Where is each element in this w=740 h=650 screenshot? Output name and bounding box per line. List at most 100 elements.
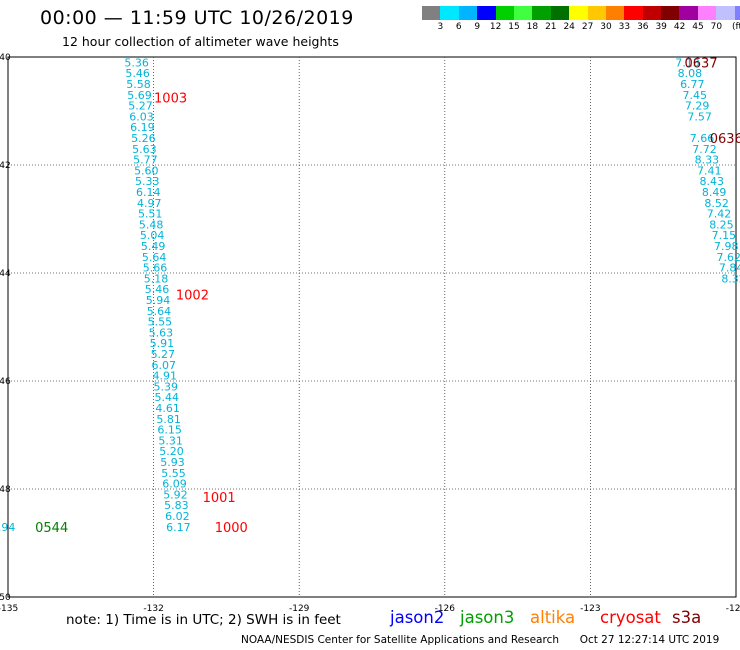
color-swatch-15: [697, 6, 717, 20]
wave-height-point: 5.63: [149, 326, 174, 339]
wave-height-point: 6.14: [136, 186, 161, 199]
wave-height-point: 8.32: [721, 272, 740, 285]
wave-height-point: 7.62: [716, 251, 740, 264]
wave-height-point: 5.20: [159, 445, 184, 458]
y-tick-label: 42: [0, 161, 11, 171]
color-swatch-14: [679, 6, 698, 20]
wave-height-point: 5.64: [142, 251, 167, 264]
footer-credit: NOAA/NESDIS Center for Satellite Applica…: [241, 634, 719, 646]
chart-title: 00:00 — 11:59 UTC 10/26/2019: [40, 7, 354, 29]
x-tick-label: -126: [435, 604, 456, 614]
color-swatch-6: [532, 6, 551, 20]
wave-height-point: 5.26: [131, 132, 156, 145]
time-label: 1003: [154, 92, 187, 107]
scale-label: 27: [581, 22, 594, 32]
wave-height-point: 6.15: [157, 424, 182, 437]
y-tick-label: 50: [0, 593, 11, 603]
color-swatch-3: [477, 6, 496, 20]
wave-height-point: 5.18: [144, 272, 169, 285]
wave-height-point: 7.98: [714, 240, 739, 253]
wave-height-point: 8.43: [699, 175, 724, 188]
color-swatch-7: [550, 6, 570, 20]
scale-label: 39: [655, 22, 667, 32]
wave-height-point: 7.72: [692, 143, 717, 156]
credit-text: NOAA/NESDIS Center for Satellite Applica…: [241, 634, 559, 646]
scale-label: 6: [455, 22, 462, 32]
wave-height-point: 5.63: [132, 143, 157, 156]
wave-height-point: 5.94: [0, 521, 15, 534]
wave-height-point: 5.39: [153, 380, 178, 393]
time-label: 1002: [176, 289, 209, 304]
wave-height-point: 7.66: [690, 132, 715, 145]
satellite-altika: altika: [530, 608, 576, 627]
note-text: note: 1) Time is in UTC; 2) SWH is in fe…: [66, 612, 341, 628]
color-swatch-1: [440, 6, 459, 20]
wave-height-point: 5.91: [150, 337, 175, 350]
time-label: 1001: [203, 491, 236, 506]
scale-label: 24: [563, 22, 575, 32]
wave-height-point: 8.08: [678, 67, 703, 80]
satellite-jason2: jason2: [390, 608, 445, 627]
wave-height-point: 8.49: [702, 186, 727, 199]
scale-unit: (ft): [732, 22, 740, 32]
wave-height-point: 5.27: [151, 348, 176, 361]
chart-subtitle: 12 hour collection of altimeter wave hei…: [62, 34, 339, 49]
wave-height-point: 6.19: [130, 121, 155, 134]
wave-height-point: 5.46: [125, 67, 150, 80]
scale-label: 18: [526, 22, 539, 32]
wave-height-point: 8.52: [704, 197, 729, 210]
time-label: 0636: [710, 132, 740, 147]
wave-height-point: 5.94: [146, 294, 171, 307]
wave-height-point: 8.33: [695, 154, 720, 167]
wave-height-point: 5.36: [124, 56, 149, 69]
wave-height-point: 7.13: [675, 56, 700, 69]
wave-height-point: 5.69: [127, 89, 152, 102]
color-swatch-11: [624, 6, 643, 20]
x-tick-label: -123: [580, 604, 600, 614]
wave-height-point: 5.77: [133, 154, 158, 167]
wave-height-point: 8.25: [709, 218, 734, 231]
wave-height-point: 6.09: [162, 478, 187, 491]
wave-height-point: 6.03: [129, 110, 154, 123]
wave-height-point: 5.93: [160, 456, 185, 469]
wave-height-point: 4.91: [153, 370, 178, 383]
color-swatch-8: [569, 6, 588, 20]
wave-height-point: 5.64: [147, 305, 172, 318]
wave-height-point: 5.55: [161, 467, 186, 480]
x-tick-label: -132: [143, 604, 163, 614]
color-swatch-12: [642, 6, 662, 20]
x-tick-label: -129: [289, 604, 310, 614]
color-swatch-16: [716, 6, 735, 20]
scale-label: 36: [637, 22, 649, 32]
satellite-jason3: jason3: [460, 608, 515, 627]
satellite-cryosat: cryosat: [600, 608, 661, 627]
scale-label: 12: [489, 22, 502, 32]
wave-height-point: 5.92: [163, 488, 188, 501]
wave-height-point: 6.17: [166, 521, 191, 534]
wave-height-point: 5.55: [148, 316, 173, 329]
wave-height-point: 5.48: [139, 218, 164, 231]
satellite-s3a: s3a: [672, 608, 702, 627]
color-swatch-9: [587, 6, 606, 20]
color-swatch-4: [495, 6, 514, 20]
color-swatch-0: [422, 6, 441, 20]
time-label: 0637: [685, 56, 718, 71]
scale-label: 33: [618, 22, 631, 32]
wave-height-point: 5.83: [164, 499, 189, 512]
scale-label: 42: [673, 22, 686, 32]
wave-height-point: 6.02: [165, 510, 190, 523]
wave-height-point: 5.66: [143, 262, 168, 275]
x-tick-label: -135: [0, 604, 18, 614]
wave-height-point: 7.29: [685, 100, 710, 113]
wave-height-point: 4.97: [137, 197, 162, 210]
wave-height-point: 7.84: [719, 262, 740, 275]
y-tick-label: 44: [0, 269, 11, 279]
wave-height-point: 5.49: [141, 240, 166, 253]
color-swatch-13: [661, 6, 680, 20]
plot-frame: [7, 56, 737, 598]
wave-height-point: 7.45: [682, 89, 707, 102]
y-tick-label: 40: [0, 53, 11, 63]
wave-height-point: 6.77: [680, 78, 705, 91]
